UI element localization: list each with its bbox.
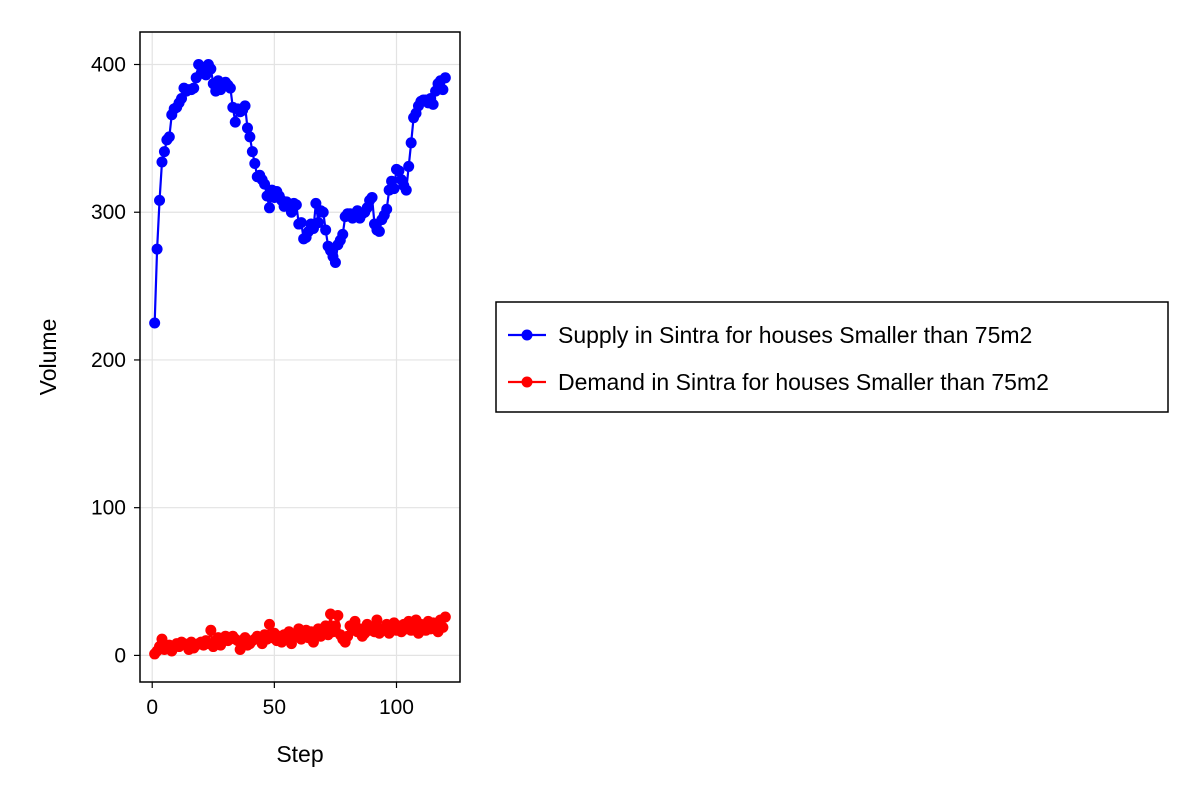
data-point <box>163 131 175 143</box>
data-point <box>337 228 349 240</box>
data-point <box>366 191 378 203</box>
data-point <box>329 620 341 632</box>
data-point <box>427 98 439 110</box>
data-point <box>249 157 261 169</box>
data-point <box>188 82 200 94</box>
data-point <box>158 146 170 158</box>
data-point <box>259 178 271 190</box>
legend-swatch-marker <box>521 376 533 388</box>
data-point <box>388 183 400 195</box>
axes: 0 50 100 0 100 200 300 400 <box>91 54 414 720</box>
data-point <box>244 131 256 143</box>
data-point <box>437 84 449 96</box>
legend-swatch-marker <box>521 329 533 341</box>
data-point <box>439 72 451 84</box>
data-point <box>317 206 329 218</box>
data-point <box>373 225 385 237</box>
data-point <box>405 137 417 149</box>
data-point <box>224 82 236 94</box>
legend-label: Demand in Sintra for houses Smaller than… <box>558 369 1049 395</box>
data-point <box>371 614 383 626</box>
series-supply <box>149 59 451 329</box>
data-point <box>154 194 166 206</box>
y-axis-title: Volume <box>35 319 61 396</box>
data-point <box>320 224 332 236</box>
data-point <box>151 243 163 255</box>
x-tick-label: 0 <box>146 696 158 719</box>
y-tick-label: 100 <box>91 497 126 520</box>
x-tick-label: 50 <box>263 696 286 719</box>
data-point <box>263 618 275 630</box>
grid-lines <box>140 32 460 682</box>
data-point <box>290 199 302 211</box>
data-point <box>205 624 217 636</box>
data-point <box>156 633 168 645</box>
data-point <box>156 156 168 168</box>
data-point <box>239 100 251 112</box>
series-demand <box>149 608 451 660</box>
series-line <box>153 63 447 324</box>
data-point <box>437 621 449 633</box>
legend: Supply in Sintra for houses Smaller than… <box>495 301 1169 413</box>
y-tick-label: 200 <box>91 349 126 372</box>
y-tick-label: 0 <box>114 644 126 667</box>
data-point <box>149 317 161 329</box>
y-tick-label: 400 <box>91 54 126 77</box>
data-point <box>403 160 415 172</box>
x-tick-label: 100 <box>379 696 414 719</box>
data-point <box>295 217 307 229</box>
data-point <box>241 122 253 134</box>
data-point <box>246 146 258 158</box>
data-point <box>332 610 344 622</box>
data-point <box>439 611 451 623</box>
y-tick-label: 300 <box>91 201 126 224</box>
data-point <box>393 165 405 177</box>
x-axis-title: Step <box>276 741 323 767</box>
data-point <box>400 184 412 196</box>
data-point <box>263 202 275 214</box>
data-point <box>307 636 319 648</box>
series-layer <box>149 59 451 660</box>
data-point <box>205 63 217 75</box>
data-point <box>312 217 324 229</box>
plot-frame <box>139 31 461 683</box>
legend-label: Supply in Sintra for houses Smaller than… <box>558 322 1032 348</box>
legend-box <box>495 301 1169 413</box>
data-point <box>329 256 341 268</box>
data-point <box>381 203 393 215</box>
data-point <box>320 620 332 632</box>
data-point <box>229 116 241 128</box>
